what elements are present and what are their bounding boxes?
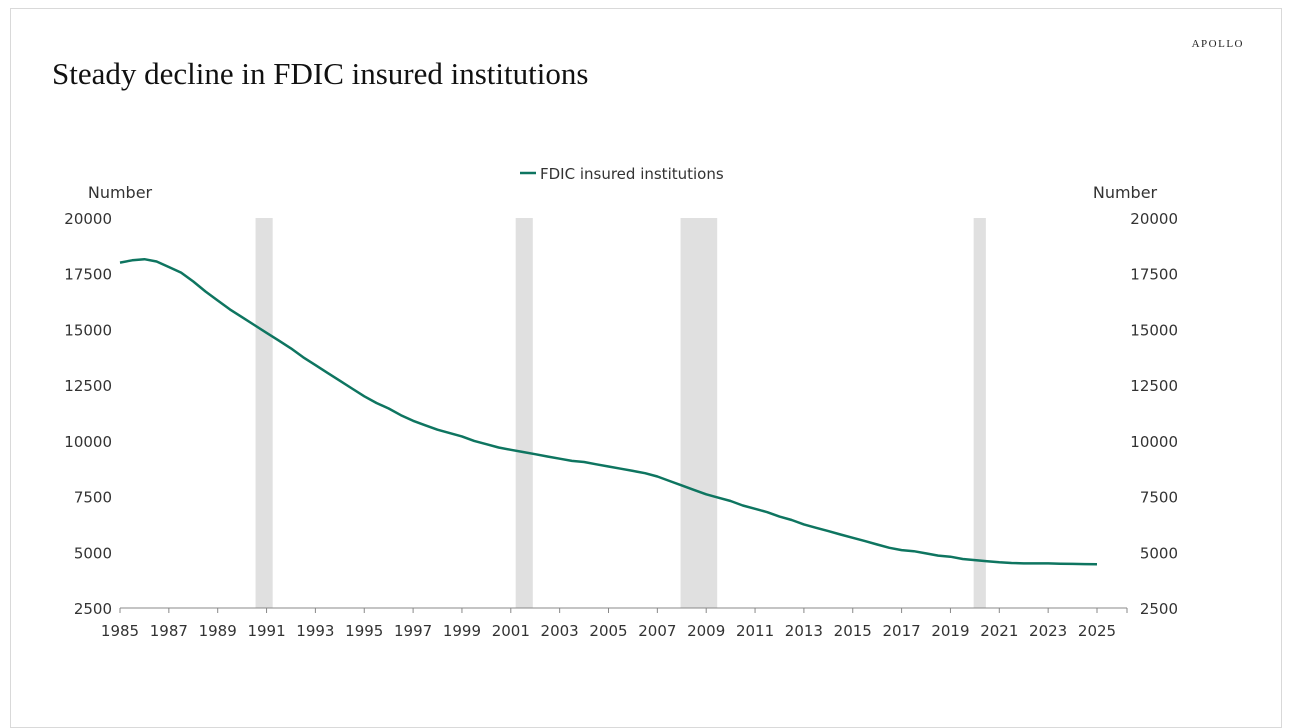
y-tick-label-left-2500: 2500 [74, 600, 112, 618]
x-tick-label-2003: 2003 [541, 622, 579, 640]
x-tick-label-2011: 2011 [736, 622, 774, 640]
x-tick-label-2023: 2023 [1029, 622, 1067, 640]
axes [119, 607, 1128, 613]
x-tick-label-1985: 1985 [101, 622, 139, 640]
x-tick-label-1987: 1987 [150, 622, 188, 640]
y-tick-label-right-2500: 2500 [1140, 600, 1178, 618]
chart-title: Steady decline in FDIC insured instituti… [52, 56, 589, 91]
x-axis-ticks: 1985 1987 1989 1991 1993 1995 1997 1999 2001 2003… [101, 608, 1116, 640]
recession-band-2 [515, 218, 533, 608]
y-tick-label-left-7500: 7500 [74, 489, 112, 507]
y-tick-label-right-20000: 20000 [1130, 210, 1178, 228]
x-tick-label-1989: 1989 [199, 622, 237, 640]
legend-label: FDIC insured institutions [540, 165, 724, 183]
y-tick-label-right-5000: 5000 [1140, 544, 1178, 562]
x-tick-label-2007: 2007 [638, 622, 676, 640]
x-tick-label-2025: 2025 [1078, 622, 1116, 640]
y-tick-label-right-10000: 10000 [1130, 433, 1178, 451]
y-tick-label-left-17500: 17500 [64, 266, 112, 284]
legend: FDIC insured institutions [520, 165, 724, 183]
recession-band-3 [680, 218, 718, 608]
x-tick-label-1997: 1997 [394, 622, 432, 640]
x-tick-label-2005: 2005 [589, 622, 627, 640]
y-tick-label-left-15000: 15000 [64, 321, 112, 339]
y-tick-label-left-20000: 20000 [64, 210, 112, 228]
x-tick-label-1995: 1995 [345, 622, 383, 640]
x-tick-label-1999: 1999 [443, 622, 481, 640]
x-tick-label-2019: 2019 [931, 622, 969, 640]
y-tick-label-left-5000: 5000 [74, 544, 112, 562]
y-axis-ticks: 2500 2500 5000 5000 7500 7500 10000 10000 12500 1… [64, 210, 1178, 618]
x-tick-label-2015: 2015 [834, 622, 872, 640]
recession-band-1 [255, 218, 273, 608]
x-tick-label-1993: 1993 [296, 622, 334, 640]
recession-bands [255, 218, 986, 608]
y-tick-label-right-15000: 15000 [1130, 321, 1178, 339]
y-tick-label-right-17500: 17500 [1130, 266, 1178, 284]
recession-band-4 [973, 218, 986, 608]
y-tick-label-left-12500: 12500 [64, 377, 112, 395]
y-tick-label-right-12500: 12500 [1130, 377, 1178, 395]
y-tick-label-left-10000: 10000 [64, 433, 112, 451]
x-tick-label-2009: 2009 [687, 622, 725, 640]
x-tick-label-2017: 2017 [883, 622, 921, 640]
x-tick-label-2001: 2001 [492, 622, 530, 640]
y-axis-right-label: Number [1093, 183, 1158, 202]
x-tick-label-2021: 2021 [980, 622, 1018, 640]
x-tick-label-2013: 2013 [785, 622, 823, 640]
x-tick-label-1991: 1991 [247, 622, 285, 640]
series-line-fdic-insured-institutions [119, 257, 1098, 566]
y-tick-label-right-7500: 7500 [1140, 489, 1178, 507]
y-axis-left-label: Number [88, 183, 153, 202]
brand-logo: APOLLO [1191, 38, 1244, 50]
